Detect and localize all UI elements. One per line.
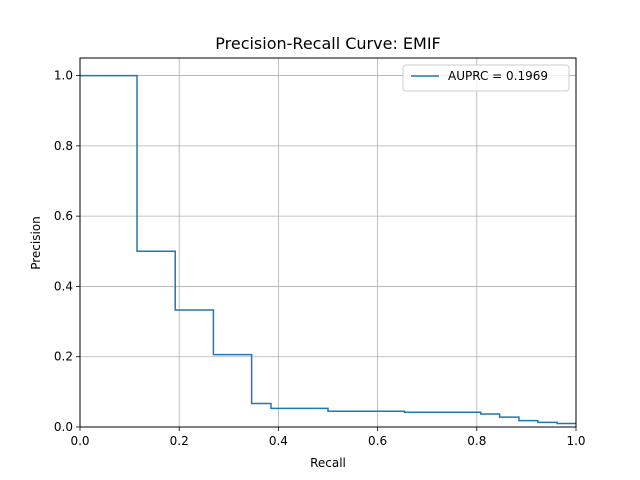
legend-box [402, 64, 570, 92]
x-tick-label: 0.0 [70, 434, 89, 448]
y-axis-label: Precision [29, 216, 43, 270]
y-axis-ticks: 0.0 0.2 0.4 0.6 0.8 1.0 [54, 69, 80, 434]
x-axis-label: Recall [310, 456, 346, 470]
plot-frame [79, 57, 577, 428]
pr-curve-line [80, 74, 576, 425]
x-tick-label: 0.4 [269, 434, 288, 448]
y-tick-label: 0.0 [54, 420, 73, 434]
y-tick-label: 0.2 [54, 350, 73, 364]
legend: AUPRC = 0.1969 [402, 64, 570, 92]
grid [79, 58, 577, 428]
x-tick-label: 0.2 [170, 434, 189, 448]
x-axis-ticks: 0.0 0.2 0.4 0.6 0.8 1.0 [70, 427, 586, 448]
series-layer [80, 74, 576, 425]
x-tick-label: 1.0 [566, 434, 585, 448]
y-tick-label: 0.8 [54, 139, 73, 153]
legend-label: AUPRC = 0.1969 [448, 69, 548, 83]
y-tick-label: 0.4 [54, 279, 73, 293]
x-tick-label: 0.6 [368, 434, 387, 448]
y-tick-label: 1.0 [54, 69, 73, 83]
y-tick-label: 0.6 [54, 209, 73, 223]
chart-title: Precision-Recall Curve: EMIF [215, 34, 441, 53]
x-tick-label: 0.8 [467, 434, 486, 448]
